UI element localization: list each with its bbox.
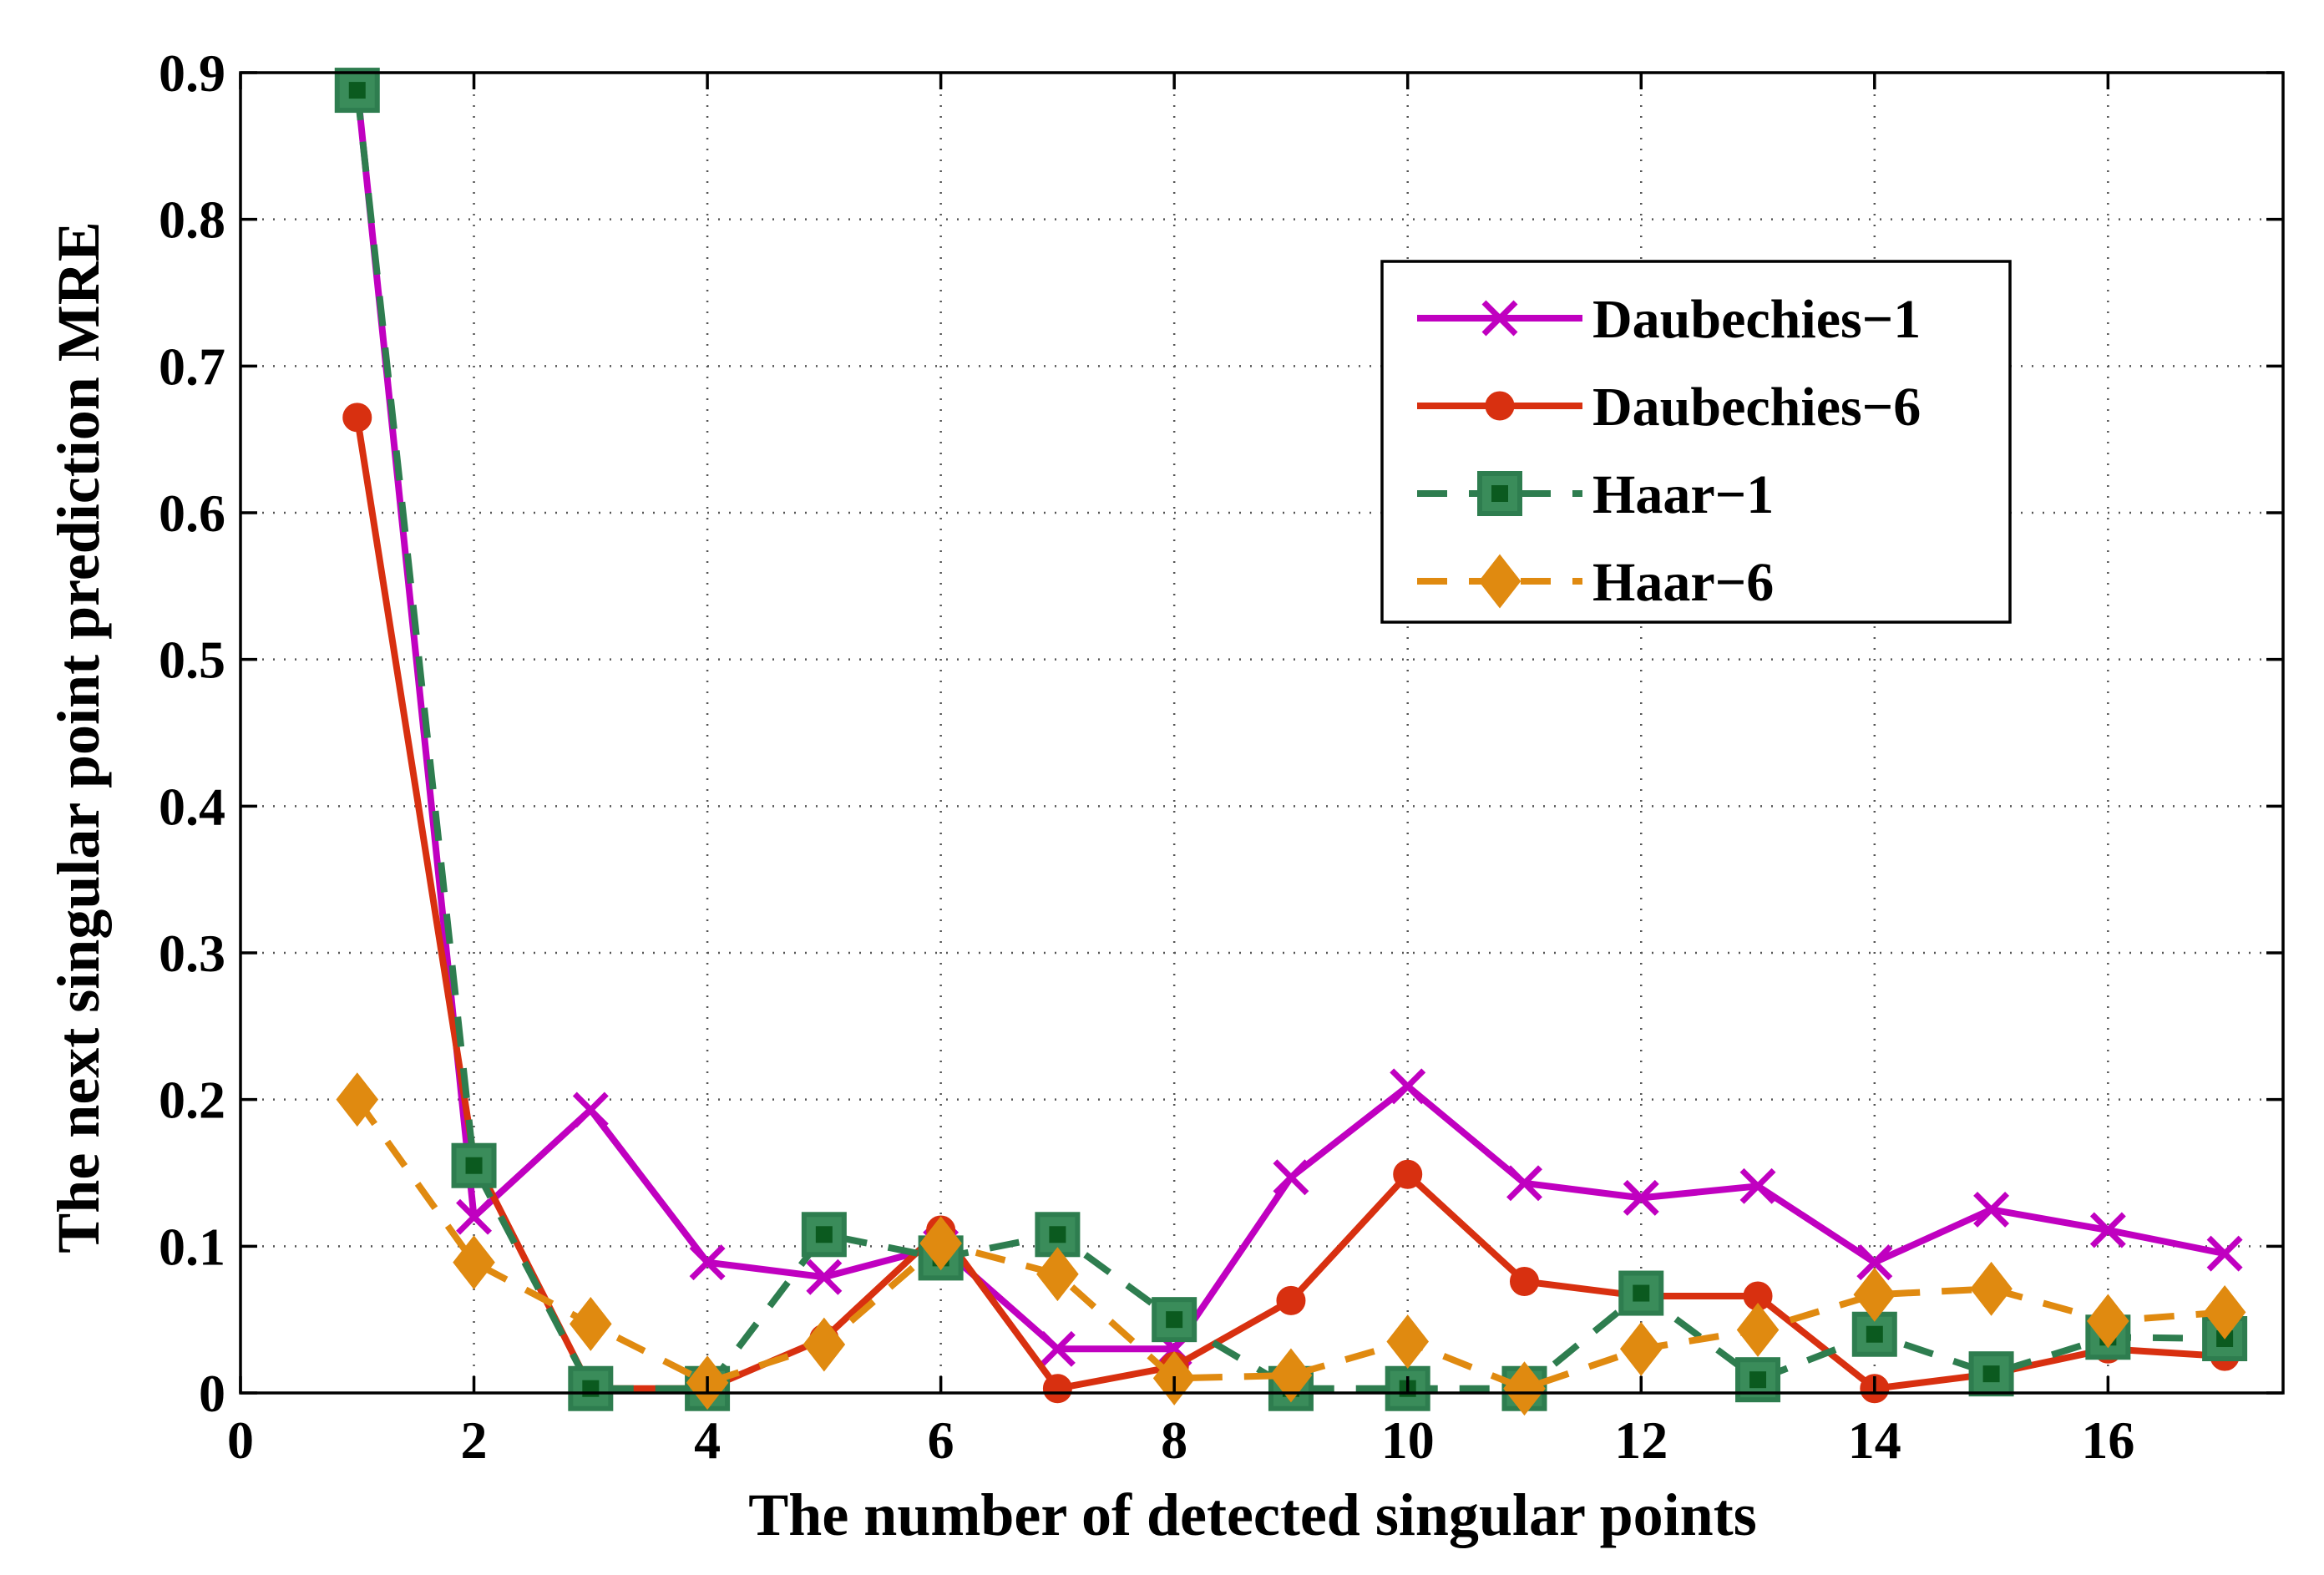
data-point xyxy=(1851,1311,1897,1357)
data-point xyxy=(1036,1247,1079,1302)
x-tick-label: 0 xyxy=(227,1410,254,1470)
y-tick-label: 0.9 xyxy=(159,43,225,103)
x-axis-label: The number of detected singular points xyxy=(748,1481,1756,1548)
plot-frame xyxy=(239,71,2285,1395)
y-tick-label: 0.7 xyxy=(159,337,225,396)
x-tick-label: 2 xyxy=(461,1410,488,1470)
data-point xyxy=(1618,1270,1664,1316)
series-line xyxy=(353,89,2225,1392)
x-tick-label: 14 xyxy=(1848,1410,1901,1470)
x-tick-label: 8 xyxy=(1161,1410,1187,1470)
y-tick-label: 0 xyxy=(199,1364,225,1423)
data-point xyxy=(1970,1261,2013,1316)
y-tick-label: 0.3 xyxy=(159,924,225,983)
data-point xyxy=(2203,1284,2246,1340)
legend: Daubechies−1 Daubechies−6 Haar−1 Haar−6 xyxy=(1380,260,2012,624)
data-point xyxy=(919,1216,962,1271)
data-point xyxy=(451,1142,497,1188)
data-point xyxy=(1509,1266,1539,1296)
y-tick-label: 0.4 xyxy=(159,777,225,836)
x-tick-label: 16 xyxy=(2081,1410,2134,1470)
data-point xyxy=(1276,1285,1306,1315)
data-point xyxy=(2089,1212,2126,1248)
data-point xyxy=(1039,1330,1076,1367)
data-point xyxy=(801,1212,847,1258)
x-tick-label: 6 xyxy=(928,1410,954,1470)
data-point xyxy=(336,1072,379,1127)
data-point xyxy=(1973,1191,2010,1228)
data-point xyxy=(1736,1303,1780,1357)
data-point xyxy=(1856,1244,1893,1281)
data-point xyxy=(2206,1235,2243,1272)
y-tick-label: 0.6 xyxy=(159,484,225,543)
y-tick-label: 0.1 xyxy=(159,1217,225,1276)
y-tick-label: 0.2 xyxy=(159,1071,225,1130)
x-tick-label: 4 xyxy=(694,1410,721,1470)
data-point xyxy=(572,1091,609,1128)
series-lines xyxy=(334,68,2248,1416)
series-3 xyxy=(336,1072,2246,1416)
data-point xyxy=(1273,1159,1309,1196)
legend-label: Daubechies−1 xyxy=(1592,289,1921,350)
data-point xyxy=(1042,1374,1072,1404)
x-tick-label: 10 xyxy=(1381,1410,1435,1470)
axes xyxy=(239,71,2285,1395)
data-point xyxy=(1506,1165,1542,1202)
legend-label: Haar−6 xyxy=(1592,552,1774,613)
y-tick-label: 0.5 xyxy=(159,631,225,690)
grid xyxy=(241,73,2283,1393)
data-point xyxy=(456,1198,493,1235)
data-point xyxy=(568,1365,614,1411)
data-point xyxy=(1386,1314,1430,1369)
legend-marker xyxy=(1485,391,1515,421)
data-point xyxy=(1739,1167,1776,1204)
data-point xyxy=(1623,1179,1659,1216)
legend-label: Haar−1 xyxy=(1592,464,1774,525)
data-point xyxy=(1503,1361,1546,1416)
y-axis-label: The next singular point prediction MRE xyxy=(45,221,112,1253)
data-point xyxy=(1390,1068,1426,1105)
data-point xyxy=(803,1317,846,1372)
data-point xyxy=(1968,1351,2014,1397)
series-2 xyxy=(334,68,2248,1411)
data-point xyxy=(334,68,380,114)
series-line xyxy=(354,1097,2225,1392)
data-point xyxy=(689,1244,726,1281)
data-point xyxy=(2087,1294,2129,1349)
data-point xyxy=(570,1296,612,1351)
x-tick-label: 12 xyxy=(1614,1410,1668,1470)
data-point xyxy=(806,1258,843,1295)
data-point xyxy=(1269,1348,1313,1403)
legend-marker xyxy=(1481,300,1518,337)
legend-marker xyxy=(1477,471,1522,516)
y-tick-label: 0.8 xyxy=(159,190,225,250)
data-point xyxy=(1853,1267,1896,1322)
data-point xyxy=(1393,1159,1423,1189)
data-point xyxy=(1152,1297,1197,1343)
data-point xyxy=(1619,1321,1663,1376)
tick-labels: 0 2 4 6 8 10 12 14 16 0 0.1 0.2 0.3 0.4 0.5 0.6 0.7 0.8 0.… xyxy=(159,43,2134,1470)
data-point xyxy=(342,403,372,433)
legend-label: Daubechies−6 xyxy=(1592,377,1921,438)
legend-marker xyxy=(1478,554,1521,609)
data-point xyxy=(453,1235,495,1290)
